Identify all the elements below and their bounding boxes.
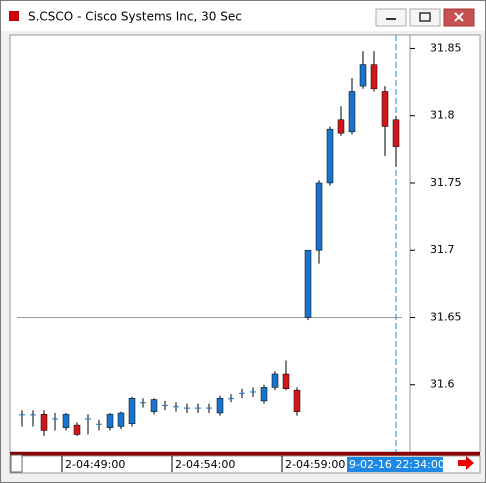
candle-body — [30, 414, 36, 416]
candle-body — [40, 414, 48, 431]
candle-body — [260, 387, 268, 402]
candle-body — [162, 404, 168, 406]
plot-area — [9, 34, 411, 453]
candle-body — [206, 407, 212, 409]
y-tick-label: 31.8 — [430, 109, 455, 122]
candle-body — [117, 412, 125, 427]
app-icon — [9, 11, 19, 21]
x-tick-label: 2-04:54:00 — [175, 458, 235, 471]
price-axis — [409, 34, 481, 453]
scroll-bar[interactable] — [10, 452, 480, 456]
y-tick-label: 31.65 — [430, 310, 462, 323]
candle-body — [85, 418, 91, 420]
candle-body — [250, 391, 256, 393]
candle-body — [381, 91, 389, 127]
candle-body — [282, 373, 290, 390]
candle-body — [195, 407, 201, 409]
candle-body — [96, 423, 102, 425]
candle-body — [370, 64, 378, 90]
candle-body — [304, 249, 312, 318]
candle-body — [173, 406, 179, 408]
y-tick-label: 31.6 — [430, 378, 455, 391]
scroll-right-arrow[interactable] — [458, 456, 474, 470]
candle-body — [140, 402, 146, 404]
candle-body — [337, 119, 345, 134]
candle-body — [106, 414, 114, 429]
candle-body — [228, 398, 234, 400]
candle-body — [239, 392, 245, 394]
maximize-icon — [419, 12, 431, 22]
candle-body — [271, 373, 279, 388]
candle-body — [315, 182, 323, 251]
y-tick-label: 31.85 — [430, 41, 462, 54]
candle-body — [128, 397, 136, 425]
candle-body — [150, 399, 158, 412]
candle-body — [216, 397, 224, 414]
y-tick-label: 31.75 — [430, 176, 462, 189]
x-tick-label: 2-04:59:00 — [285, 458, 345, 471]
cursor-label-bg — [347, 457, 443, 472]
scroll-handle[interactable] — [10, 454, 23, 473]
candle-body — [184, 407, 190, 409]
candle-body — [348, 91, 356, 133]
candle-body — [62, 414, 70, 429]
candle-body — [359, 64, 367, 87]
maximize-button[interactable] — [409, 8, 441, 27]
y-tick-label: 31.7 — [430, 243, 455, 256]
window-title: S.CSCO - Cisco Systems Inc, 30 Sec — [28, 10, 242, 24]
candle-body — [392, 119, 400, 147]
candle-body — [73, 424, 81, 435]
x-tick-label: 2-04:49:00 — [65, 458, 125, 471]
cursor-label: 9-02-16 22:34:00 — [349, 458, 445, 471]
candle-body — [19, 414, 25, 416]
candle-body — [293, 389, 301, 412]
candle-body — [326, 128, 334, 184]
candle-body — [52, 418, 58, 420]
minimize-button[interactable] — [375, 8, 407, 27]
close-icon — [454, 12, 464, 22]
